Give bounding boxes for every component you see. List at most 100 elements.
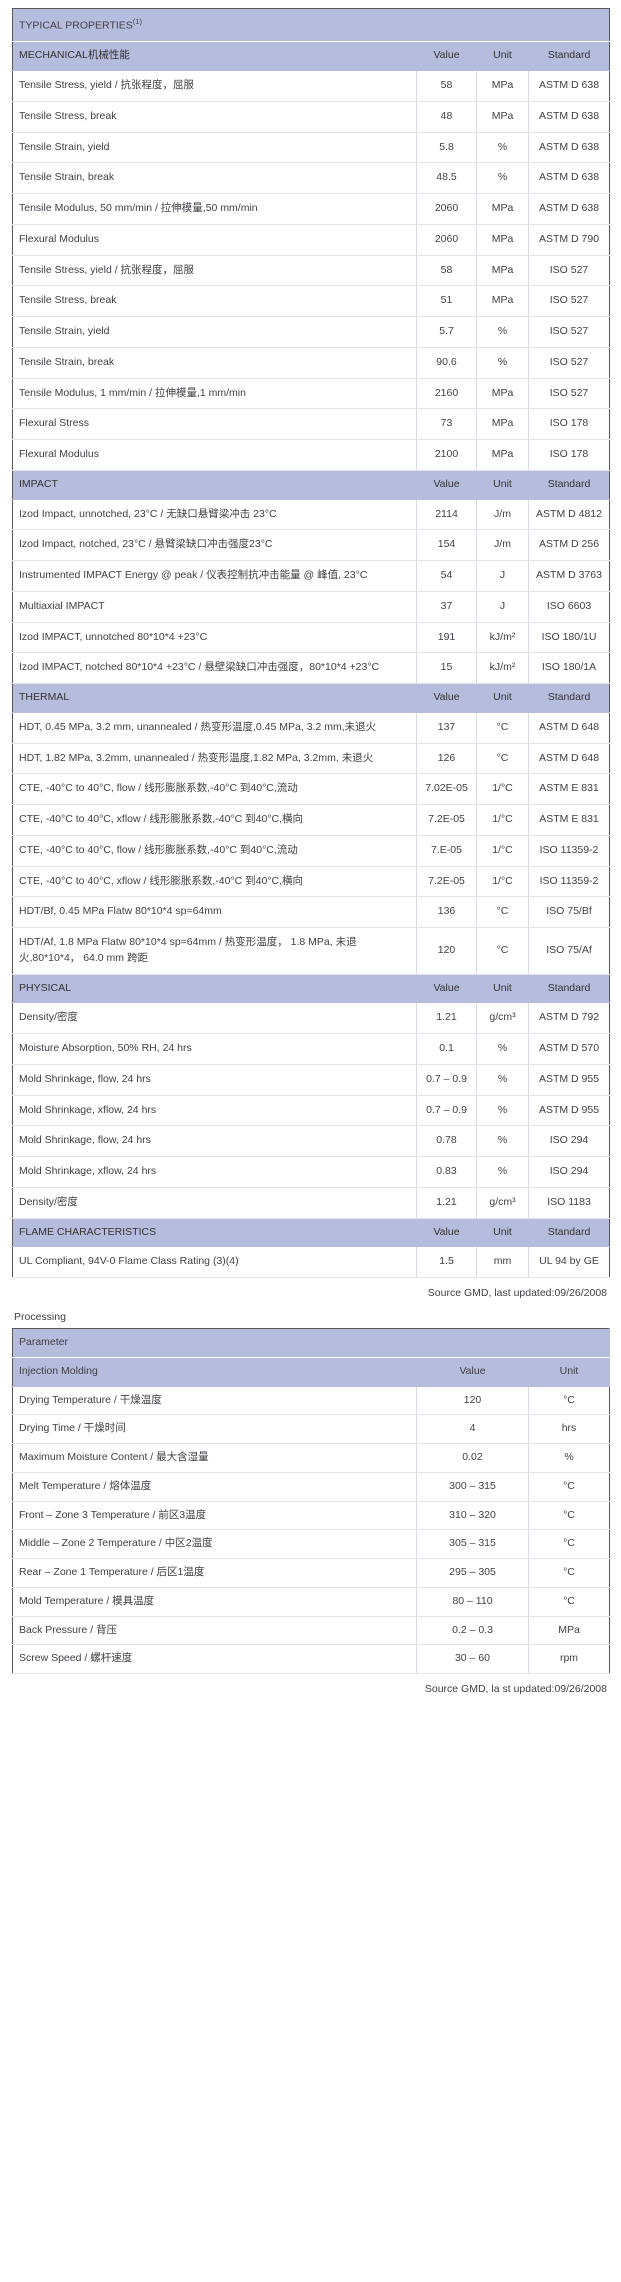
- property-unit: %: [476, 347, 529, 379]
- typical-properties-source-note: Source GMD, last updated:09/26/2008: [427, 1287, 607, 1299]
- property-standard: ASTM E 831: [528, 804, 610, 836]
- section-heading: IMPACT: [12, 470, 417, 500]
- property-row: Flexural Stress 73 MPa ISO 178: [12, 408, 610, 440]
- property-unit: 1/°C: [476, 773, 529, 805]
- column-header-unit: Unit: [476, 41, 529, 71]
- property-standard: ASTM E 831: [528, 773, 610, 805]
- property-standard: ASTM D 256: [528, 529, 610, 561]
- processing-row: Drying Time / 干燥时间 4 hrs: [12, 1414, 610, 1444]
- property-value: 7.E-05: [416, 835, 477, 867]
- property-standard: ASTM D 648: [528, 743, 610, 775]
- property-value: 7.2E-05: [416, 804, 477, 836]
- property-row: CTE, -40°C to 40°C, flow / 线形膨胀系数,-40°C …: [12, 773, 610, 805]
- column-header-unit: Unit: [476, 1218, 529, 1248]
- property-unit: MPa: [476, 285, 529, 317]
- property-value: 48.5: [416, 162, 477, 194]
- property-value: 1.21: [416, 1002, 477, 1034]
- property-unit: J: [476, 591, 529, 623]
- property-name: Izod IMPACT, unnotched 80*10*4 +23°C: [12, 622, 417, 654]
- property-unit: J/m: [476, 499, 529, 531]
- property-value: 154: [416, 529, 477, 561]
- property-unit: 1/°C: [476, 804, 529, 836]
- property-standard: ASTM D 638: [528, 193, 610, 225]
- property-name: Tensile Stress, break: [12, 101, 417, 133]
- processing-subheader-row: Injection Molding Value Unit: [12, 1357, 611, 1387]
- property-value: 0.7 – 0.9: [416, 1095, 477, 1127]
- column-header-value: Value: [416, 1218, 477, 1248]
- property-value: 0.7 – 0.9: [416, 1064, 477, 1096]
- processing-parameter-value: 305 – 315: [416, 1529, 529, 1559]
- processing-parameter-name: Maximum Moisture Content / 最大含湿量: [12, 1443, 417, 1473]
- property-name: CTE, -40°C to 40°C, xflow / 线形膨胀系数,-40°C…: [12, 804, 417, 836]
- processing-parameter-name: Middle – Zone 2 Temperature / 中区2温度: [12, 1529, 417, 1559]
- property-row: HDT/Af, 1.8 MPa Flatw 80*10*4 sp=64mm / …: [12, 927, 610, 975]
- property-unit: °C: [476, 896, 529, 928]
- property-unit: MPa: [476, 378, 529, 410]
- property-unit: 1/°C: [476, 835, 529, 867]
- processing-parameter-value: 30 – 60: [416, 1644, 529, 1674]
- processing-parameter-value: 310 – 320: [416, 1501, 529, 1531]
- processing-parameter-unit: hrs: [528, 1414, 610, 1444]
- property-name: Mold Shrinkage, xflow, 24 hrs: [12, 1156, 417, 1188]
- processing-parameter-value: 80 – 110: [416, 1587, 529, 1617]
- property-standard: ISO 527: [528, 347, 610, 379]
- property-value: 5.8: [416, 132, 477, 164]
- property-standard: ASTM D 648: [528, 712, 610, 744]
- property-value: 15: [416, 652, 477, 684]
- processing-parameter-name: Mold Temperature / 模具温度: [12, 1587, 417, 1617]
- property-standard: ISO 178: [528, 408, 610, 440]
- property-unit: °C: [476, 743, 529, 775]
- property-row: CTE, -40°C to 40°C, xflow / 线形膨胀系数,-40°C…: [12, 804, 610, 836]
- property-row: Tensile Modulus, 1 mm/min / 拉伸模量,1 mm/mi…: [12, 378, 610, 410]
- property-unit: %: [476, 1033, 529, 1065]
- property-unit: %: [476, 1125, 529, 1157]
- property-name: Tensile Strain, break: [12, 347, 417, 379]
- property-name: Tensile Strain, yield: [12, 316, 417, 348]
- property-name: Izod Impact, unnotched, 23°C / 无缺口悬臂梁冲击 …: [12, 499, 417, 531]
- processing-row: Drying Temperature / 干燥温度 120 °C: [12, 1386, 610, 1416]
- property-standard: ISO 1183: [528, 1187, 610, 1219]
- typical-properties-title: TYPICAL PROPERTIES(1): [12, 8, 610, 43]
- processing-parameter-header: Parameter: [12, 1328, 611, 1358]
- column-header-value: Value: [416, 974, 477, 1004]
- property-unit: %: [476, 1156, 529, 1188]
- property-row: Flexural Modulus 2060 MPa ASTM D 790: [12, 224, 610, 256]
- typical-properties-table: TYPICAL PROPERTIES(1) MECHANICAL机械性能 Valu…: [12, 8, 611, 1278]
- property-unit: %: [476, 1095, 529, 1127]
- property-value: 2160: [416, 378, 477, 410]
- property-name: Instrumented IMPACT Energy @ peak / 仪表控制…: [12, 560, 417, 592]
- property-unit: %: [476, 316, 529, 348]
- property-value: 2114: [416, 499, 477, 531]
- section-heading: THERMAL: [12, 683, 417, 713]
- property-unit: J/m: [476, 529, 529, 561]
- datasheet-page: TYPICAL PROPERTIES(1) MECHANICAL机械性能 Valu…: [12, 8, 611, 1695]
- processing-parameter-name: Drying Temperature / 干燥温度: [12, 1386, 417, 1416]
- typical-properties-title-row: TYPICAL PROPERTIES(1): [12, 8, 610, 43]
- processing-row: Melt Temperature / 熔体温度 300 – 315 °C: [12, 1472, 610, 1502]
- processing-parameter-name: Front – Zone 3 Temperature / 前区3温度: [12, 1501, 417, 1531]
- property-name: Tensile Stress, break: [12, 285, 417, 317]
- property-name: Moisture Absorption, 50% RH, 24 hrs: [12, 1033, 417, 1065]
- section-heading: PHYSICAL: [12, 974, 417, 1004]
- property-name: UL Compliant, 94V-0 Flame Class Rating (…: [12, 1246, 417, 1278]
- property-standard: ISO 75/Bf: [528, 896, 610, 928]
- processing-subheader-value: Value: [416, 1357, 529, 1387]
- property-row: Mold Shrinkage, flow, 24 hrs 0.7 – 0.9% AS…: [12, 1064, 610, 1096]
- processing-parameter-unit: °C: [528, 1587, 610, 1617]
- column-header-value: Value: [416, 41, 477, 71]
- property-value: 58: [416, 255, 477, 287]
- processing-parameter-name: Rear – Zone 1 Temperature / 后区1温度: [12, 1558, 417, 1588]
- property-row: Izod Impact, notched, 23°C / 悬臂梁缺口冲击强度23…: [12, 529, 610, 561]
- property-standard: ISO 6603: [528, 591, 610, 623]
- property-value: 0.83: [416, 1156, 477, 1188]
- section-header-row: THERMAL Value Unit Standard: [12, 683, 610, 713]
- property-row: HDT, 1.82 MPa, 3.2mm, unannealed / 热变形温度…: [12, 743, 610, 775]
- property-value: 0.1: [416, 1033, 477, 1065]
- processing-parameter-unit: MPa: [528, 1616, 610, 1646]
- processing-head: Parameter Injection Molding Value Unit: [12, 1328, 611, 1387]
- property-row: Izod Impact, unnotched, 23°C / 无缺口悬臂梁冲击 …: [12, 499, 610, 531]
- processing-row: Screw Speed / 螺杆速度 30 – 60 rpm: [12, 1644, 610, 1674]
- property-name: Izod IMPACT, notched 80*10*4 +23°C / 悬壁梁…: [12, 652, 417, 684]
- property-standard: ISO 178: [528, 439, 610, 471]
- property-row: UL Compliant, 94V-0 Flame Class Rating (…: [12, 1246, 610, 1278]
